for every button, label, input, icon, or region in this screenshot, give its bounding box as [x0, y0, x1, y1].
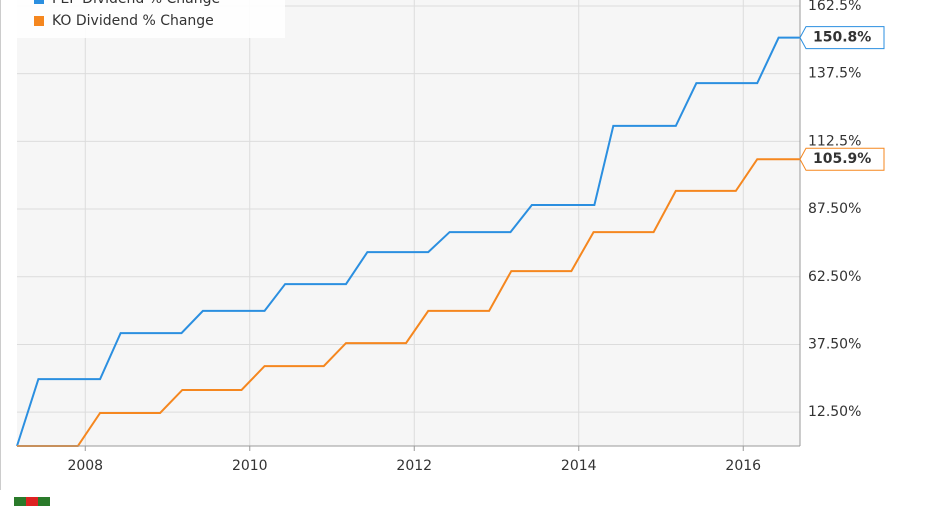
plot-area [17, 0, 800, 446]
y-tick-label: 112.5% [808, 133, 861, 149]
y-tick-label: 12.50% [808, 404, 861, 420]
value-label-box [799, 26, 885, 50]
legend-box [17, 0, 285, 38]
y-tick-label: 162.5% [808, 0, 861, 14]
legend-label: PEP Dividend % Change [52, 0, 220, 7]
y-tick-label: 37.50% [808, 336, 861, 352]
x-tick-label: 2016 [725, 458, 761, 474]
y-tick-label: 62.50% [808, 269, 861, 285]
value-label: 105.9% [813, 151, 871, 167]
value-label-box [799, 147, 885, 171]
logo-mark [26, 497, 38, 506]
series-line [16, 36, 800, 447]
lines [16, 36, 800, 447]
value-label: 150.8% [813, 30, 871, 46]
x-tick-label: 2008 [67, 458, 103, 474]
legend-swatch [34, 16, 44, 26]
legend-label: KO Dividend % Change [52, 13, 214, 29]
labels: 12.50% 37.50% 62.50% 87.50% 112.5% 137.5% 162.… [67, 0, 885, 474]
x-tick-label: 2010 [232, 458, 268, 474]
x-tick-label: 2014 [561, 458, 597, 474]
x-tick-label: 2012 [396, 458, 432, 474]
legend: PEP Dividend % Change KO Dividend % Chang… [17, 0, 285, 38]
legend-swatch [34, 0, 44, 4]
y-tick-label: 137.5% [808, 66, 861, 82]
y-tick-label: 87.50% [808, 201, 861, 217]
logo [14, 497, 50, 506]
series-line [17, 158, 800, 447]
